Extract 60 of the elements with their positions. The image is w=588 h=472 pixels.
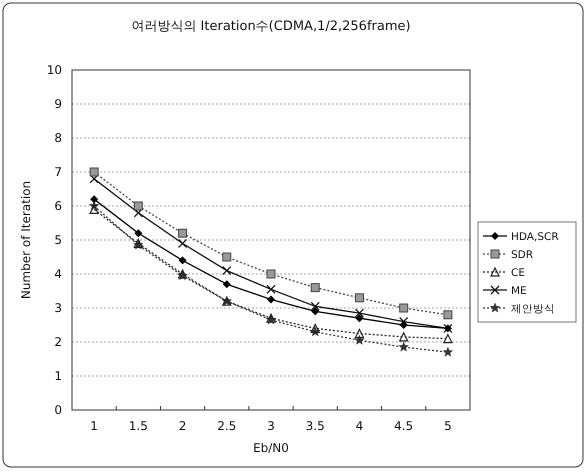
y-tick-label: 8 xyxy=(54,131,62,145)
point xyxy=(399,332,408,342)
point xyxy=(134,229,142,238)
y-axis-title: Number of Iteration xyxy=(19,180,33,300)
x-axis-title: Eb/N0 xyxy=(253,441,289,455)
point xyxy=(311,307,320,316)
point xyxy=(266,284,276,294)
y-tick-label: 7 xyxy=(54,165,62,179)
point xyxy=(355,314,364,322)
point xyxy=(90,204,99,214)
point xyxy=(310,302,320,311)
point xyxy=(178,228,188,238)
point xyxy=(267,296,275,304)
x-tick-label: 1.5 xyxy=(128,419,148,433)
legend-label: 제안방식 xyxy=(511,303,555,315)
point xyxy=(442,346,453,356)
legend-label: ME xyxy=(511,285,527,297)
point xyxy=(178,256,187,264)
chart-title: 여러방식의 Iteration수(CDMA,1/2,256frame) xyxy=(131,19,411,34)
x-tick-label: 2 xyxy=(178,419,186,433)
point xyxy=(354,308,364,318)
point xyxy=(222,266,232,276)
point xyxy=(266,270,276,278)
y-tick-label: 2 xyxy=(54,335,62,349)
x-tick-label: 3.5 xyxy=(306,419,325,433)
y-tick-label: 0 xyxy=(54,403,62,417)
x-tick-label: 4.5 xyxy=(394,419,414,433)
y-tick-label: 10 xyxy=(46,63,62,77)
y-tick-label: 1 xyxy=(54,369,62,383)
point xyxy=(399,316,408,326)
point xyxy=(178,238,188,248)
y-tick-label: 4 xyxy=(54,267,62,281)
x-tick-label: 5 xyxy=(444,419,452,433)
point xyxy=(354,328,364,338)
point xyxy=(354,293,364,302)
y-tick-label: 5 xyxy=(54,233,62,247)
point xyxy=(354,335,364,345)
point xyxy=(400,321,408,329)
point xyxy=(443,334,452,344)
x-tick-label: 4 xyxy=(356,419,364,433)
point xyxy=(443,310,452,320)
point xyxy=(89,174,99,184)
point xyxy=(90,168,99,176)
y-tick-label: 3 xyxy=(54,301,62,315)
point xyxy=(310,283,320,292)
point xyxy=(399,304,408,312)
x-tick-label: 1 xyxy=(90,419,98,433)
point xyxy=(310,324,320,333)
x-tick-label: 3 xyxy=(267,419,275,433)
point xyxy=(222,252,232,262)
y-tick-label: 6 xyxy=(54,199,62,213)
legend-label: CE xyxy=(511,267,525,279)
point xyxy=(90,195,98,204)
point xyxy=(398,342,409,352)
point xyxy=(222,280,231,288)
legend-label: SDR xyxy=(511,249,534,261)
point xyxy=(134,202,143,210)
y-tick-label: 9 xyxy=(54,97,62,111)
x-tick-label: 2.5 xyxy=(217,419,236,433)
legend-label: HDA,SCR xyxy=(511,231,559,243)
